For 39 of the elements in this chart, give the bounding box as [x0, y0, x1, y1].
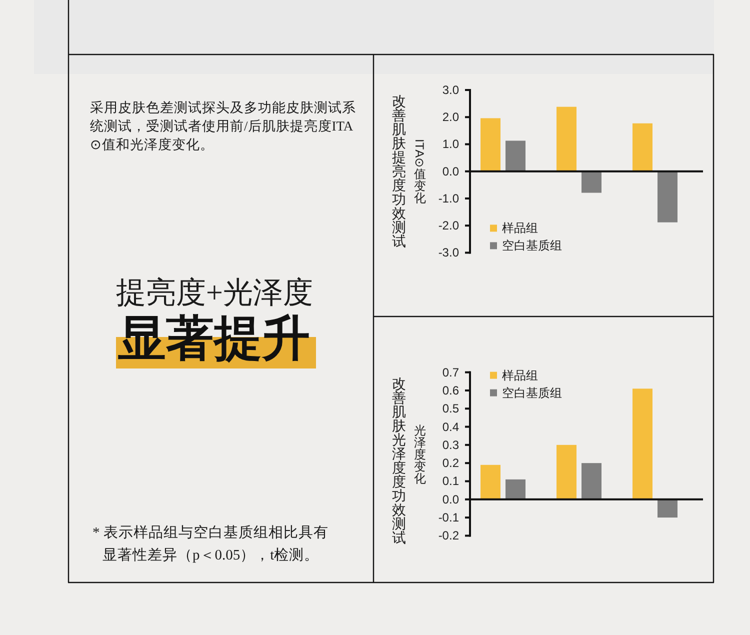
y-tick-label: 0.5 — [442, 402, 460, 416]
bar — [480, 464, 500, 500]
bar — [658, 499, 678, 518]
y-tick-label: -3.0 — [438, 246, 460, 260]
y-tick-label: 3.0 — [442, 83, 460, 97]
y-tick-label: -2.0 — [438, 218, 460, 233]
bar — [632, 123, 652, 172]
y-tick-label: 0.6 — [442, 383, 460, 398]
y-tick-label: 0.4 — [442, 420, 460, 434]
bar — [632, 388, 652, 500]
y-tick-label: 0.2 — [442, 456, 460, 470]
text: 改善肌肤提亮度功效测试 — [392, 93, 406, 250]
bar — [480, 118, 500, 172]
bar — [658, 171, 678, 222]
text: 采用皮肤色差测试探头及多功能皮肤测试系统测试，受测试者使用前/后肌肤提亮度ITA⊙值和光泽度变化。 — [90, 100, 356, 152]
bar — [582, 171, 602, 193]
bar — [506, 479, 526, 500]
bar — [582, 463, 602, 500]
y-tick-label: 0.0 — [442, 492, 460, 506]
legend-label: 空白基质组 — [502, 386, 562, 400]
y-tick-label: -0.1 — [438, 510, 460, 525]
bar — [556, 444, 576, 500]
y-tick-label: 2.0 — [442, 110, 460, 124]
text: 改善肌肤光泽度度功效测试 — [392, 375, 406, 546]
y-tick-label: 0.0 — [442, 164, 460, 178]
y-tick-label: 0.3 — [442, 438, 460, 452]
y-tick-label: -1.0 — [438, 191, 460, 206]
bar — [506, 140, 526, 172]
y-tick-label: 1.0 — [442, 137, 460, 152]
text: 提亮度+光泽度 — [116, 276, 313, 310]
legend-label: 样品组 — [502, 221, 538, 236]
y-tick-label: 0.7 — [442, 365, 460, 380]
y-tick-label: -0.2 — [438, 528, 460, 543]
legend-label: 样品组 — [502, 368, 538, 382]
bar — [556, 106, 576, 172]
y-tick-label: 0.1 — [442, 474, 460, 488]
y-axis-title: 光泽度变化 — [414, 423, 426, 486]
text: * 表示样品组与空白基质组相比具有显著性差异（p＜0.05），t检测。 — [92, 524, 328, 564]
legend-label: 空白基质组 — [502, 238, 562, 253]
